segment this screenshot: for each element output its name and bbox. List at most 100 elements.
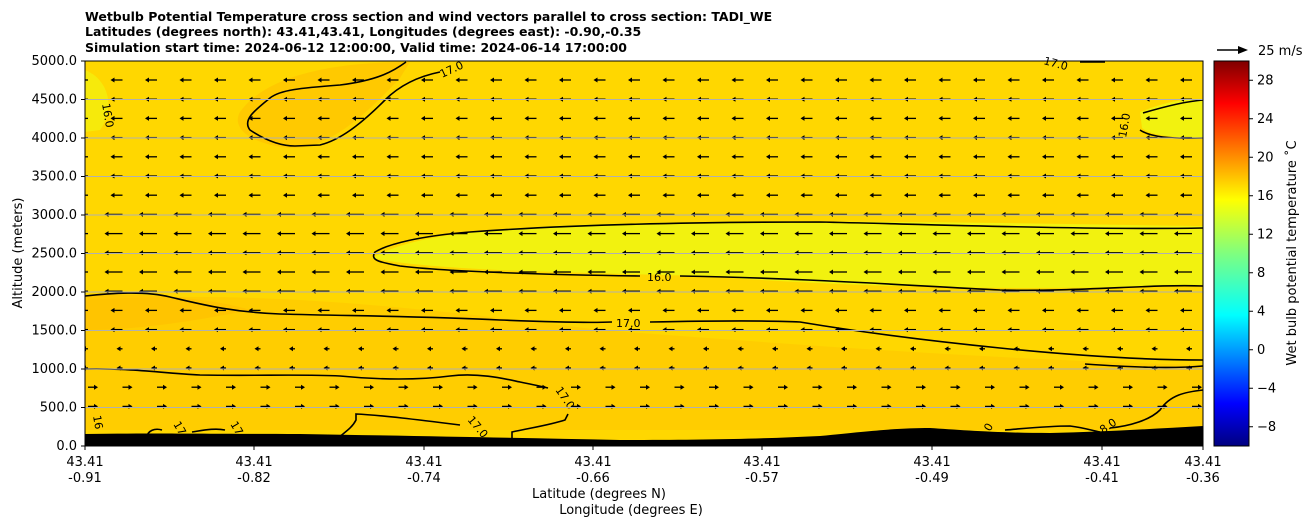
wind-vector-head — [593, 115, 598, 121]
wind-vector-head — [656, 231, 661, 237]
wind-vector-head — [869, 192, 874, 198]
wind-vector-head — [863, 231, 868, 237]
wind-vector-head — [163, 384, 167, 390]
x-tick-label-lon: -0.41 — [1085, 471, 1119, 486]
wind-vector-head — [277, 250, 281, 256]
wind-vector-head — [214, 77, 218, 83]
wind-vector-head — [979, 346, 983, 352]
wind-vector-head — [242, 250, 247, 256]
wind-vector-head — [1048, 346, 1052, 352]
wind-vector-head — [1007, 192, 1012, 198]
wind-vector-head — [1007, 154, 1012, 160]
wind-vector-head — [1036, 211, 1040, 217]
wind-vector-head — [938, 115, 943, 121]
y-tick-label: 2500.0 — [32, 247, 78, 262]
x-tick-label-lat: 43.41 — [405, 455, 442, 470]
wind-vector-head — [869, 154, 874, 160]
wind-vector-head — [232, 384, 236, 390]
wind-vector-head — [1001, 269, 1006, 275]
wind-vector-head — [139, 211, 143, 217]
wind-vector-head — [1145, 307, 1150, 313]
wind-vector-head — [76, 308, 80, 313]
wind-vector-head — [1070, 211, 1075, 217]
wind-vector-head — [973, 115, 977, 121]
x-tick-label-lat: 43.41 — [66, 455, 103, 470]
wind-vector-head — [680, 384, 685, 390]
wind-vector-head — [197, 384, 202, 390]
wind-vector-head — [731, 307, 736, 313]
wind-vector-head — [794, 211, 799, 217]
wind-vector-head — [1174, 250, 1178, 256]
wind-vector-head — [254, 346, 259, 352]
wind-vector-head — [214, 115, 218, 121]
wind-vector-head — [794, 231, 799, 237]
wind-vector-head — [662, 115, 667, 121]
wind-vector-head — [587, 211, 592, 217]
x-axis-label-longitude: Longitude (degrees E) — [559, 503, 703, 518]
wind-vector-head — [173, 211, 178, 217]
wind-vector-head — [455, 115, 460, 121]
wind-vector-head — [311, 269, 316, 275]
wind-vector-head — [760, 211, 764, 217]
wind-vector-head — [800, 115, 805, 121]
wind-vector-head — [904, 115, 908, 121]
wind-vector-head — [656, 211, 661, 217]
wind-vector-head — [283, 115, 287, 121]
colorbar-gradient — [1213, 60, 1250, 447]
wind-vector-head — [139, 269, 143, 275]
wind-vector-head — [725, 211, 730, 217]
wind-vector-head — [110, 192, 115, 198]
wind-vector-head — [691, 231, 695, 237]
wind-vector-head — [1198, 384, 1202, 390]
wind-vector-head — [490, 192, 494, 198]
wind-vector-head — [1007, 77, 1012, 83]
wind-vector-head — [242, 231, 247, 237]
x-tick-label-lon: -0.57 — [745, 471, 779, 486]
wind-vector-head — [932, 269, 937, 275]
wind-vector-head — [145, 307, 149, 313]
wind-vector-head — [490, 154, 494, 160]
wind-vector-head — [277, 269, 281, 275]
wind-vector-head — [208, 269, 212, 275]
colorbar-tick-label: −4 — [1257, 381, 1276, 396]
wind-vector-head — [1042, 77, 1046, 83]
wind-vector-head — [208, 231, 212, 237]
wind-vector-head — [668, 346, 673, 352]
wind-vector-head — [731, 154, 736, 160]
y-gridlines — [85, 99, 1203, 408]
wind-vector-head — [691, 269, 695, 275]
wind-vector-head — [662, 154, 667, 160]
colorbar-tick-label: 16 — [1257, 189, 1274, 204]
wind-vector-head — [421, 77, 425, 83]
colorbar-tick-label: 8 — [1257, 266, 1265, 281]
wind-vector-head — [415, 211, 419, 217]
wind-vector-head — [346, 211, 350, 217]
y-tick-label: 3500.0 — [32, 170, 78, 185]
wind-vector-head — [415, 250, 419, 256]
wind-vector-head — [944, 346, 949, 352]
wind-vector-head — [967, 250, 971, 256]
contour-17-top — [246, 61, 441, 147]
wind-vector-head — [956, 384, 961, 390]
wind-vector-head — [863, 211, 868, 217]
wind-vector-head — [455, 192, 460, 198]
wind-vector-head — [173, 231, 178, 237]
wind-vector-head — [1076, 77, 1081, 83]
wind-vector-head — [145, 192, 149, 198]
wind-vector-head — [518, 211, 523, 217]
wind-vector-head — [214, 192, 218, 198]
wind-vector-head — [104, 250, 109, 256]
wind-vector-head — [1145, 77, 1150, 83]
field-warm-upper — [237, 62, 410, 149]
wind-vector-head — [277, 231, 281, 237]
wind-vector-head — [967, 231, 971, 237]
wind-vector-head — [703, 346, 707, 352]
colorbar-tick-label: 0 — [1257, 343, 1265, 358]
wind-vector-head — [380, 231, 385, 237]
wind-vector-head — [208, 250, 212, 256]
wind-vector-head — [524, 192, 529, 198]
wind-vector-head — [208, 211, 212, 217]
wind-vector-head — [904, 192, 908, 198]
wind-vector-head — [869, 307, 874, 313]
x-tick-label-lat: 43.41 — [913, 455, 950, 470]
